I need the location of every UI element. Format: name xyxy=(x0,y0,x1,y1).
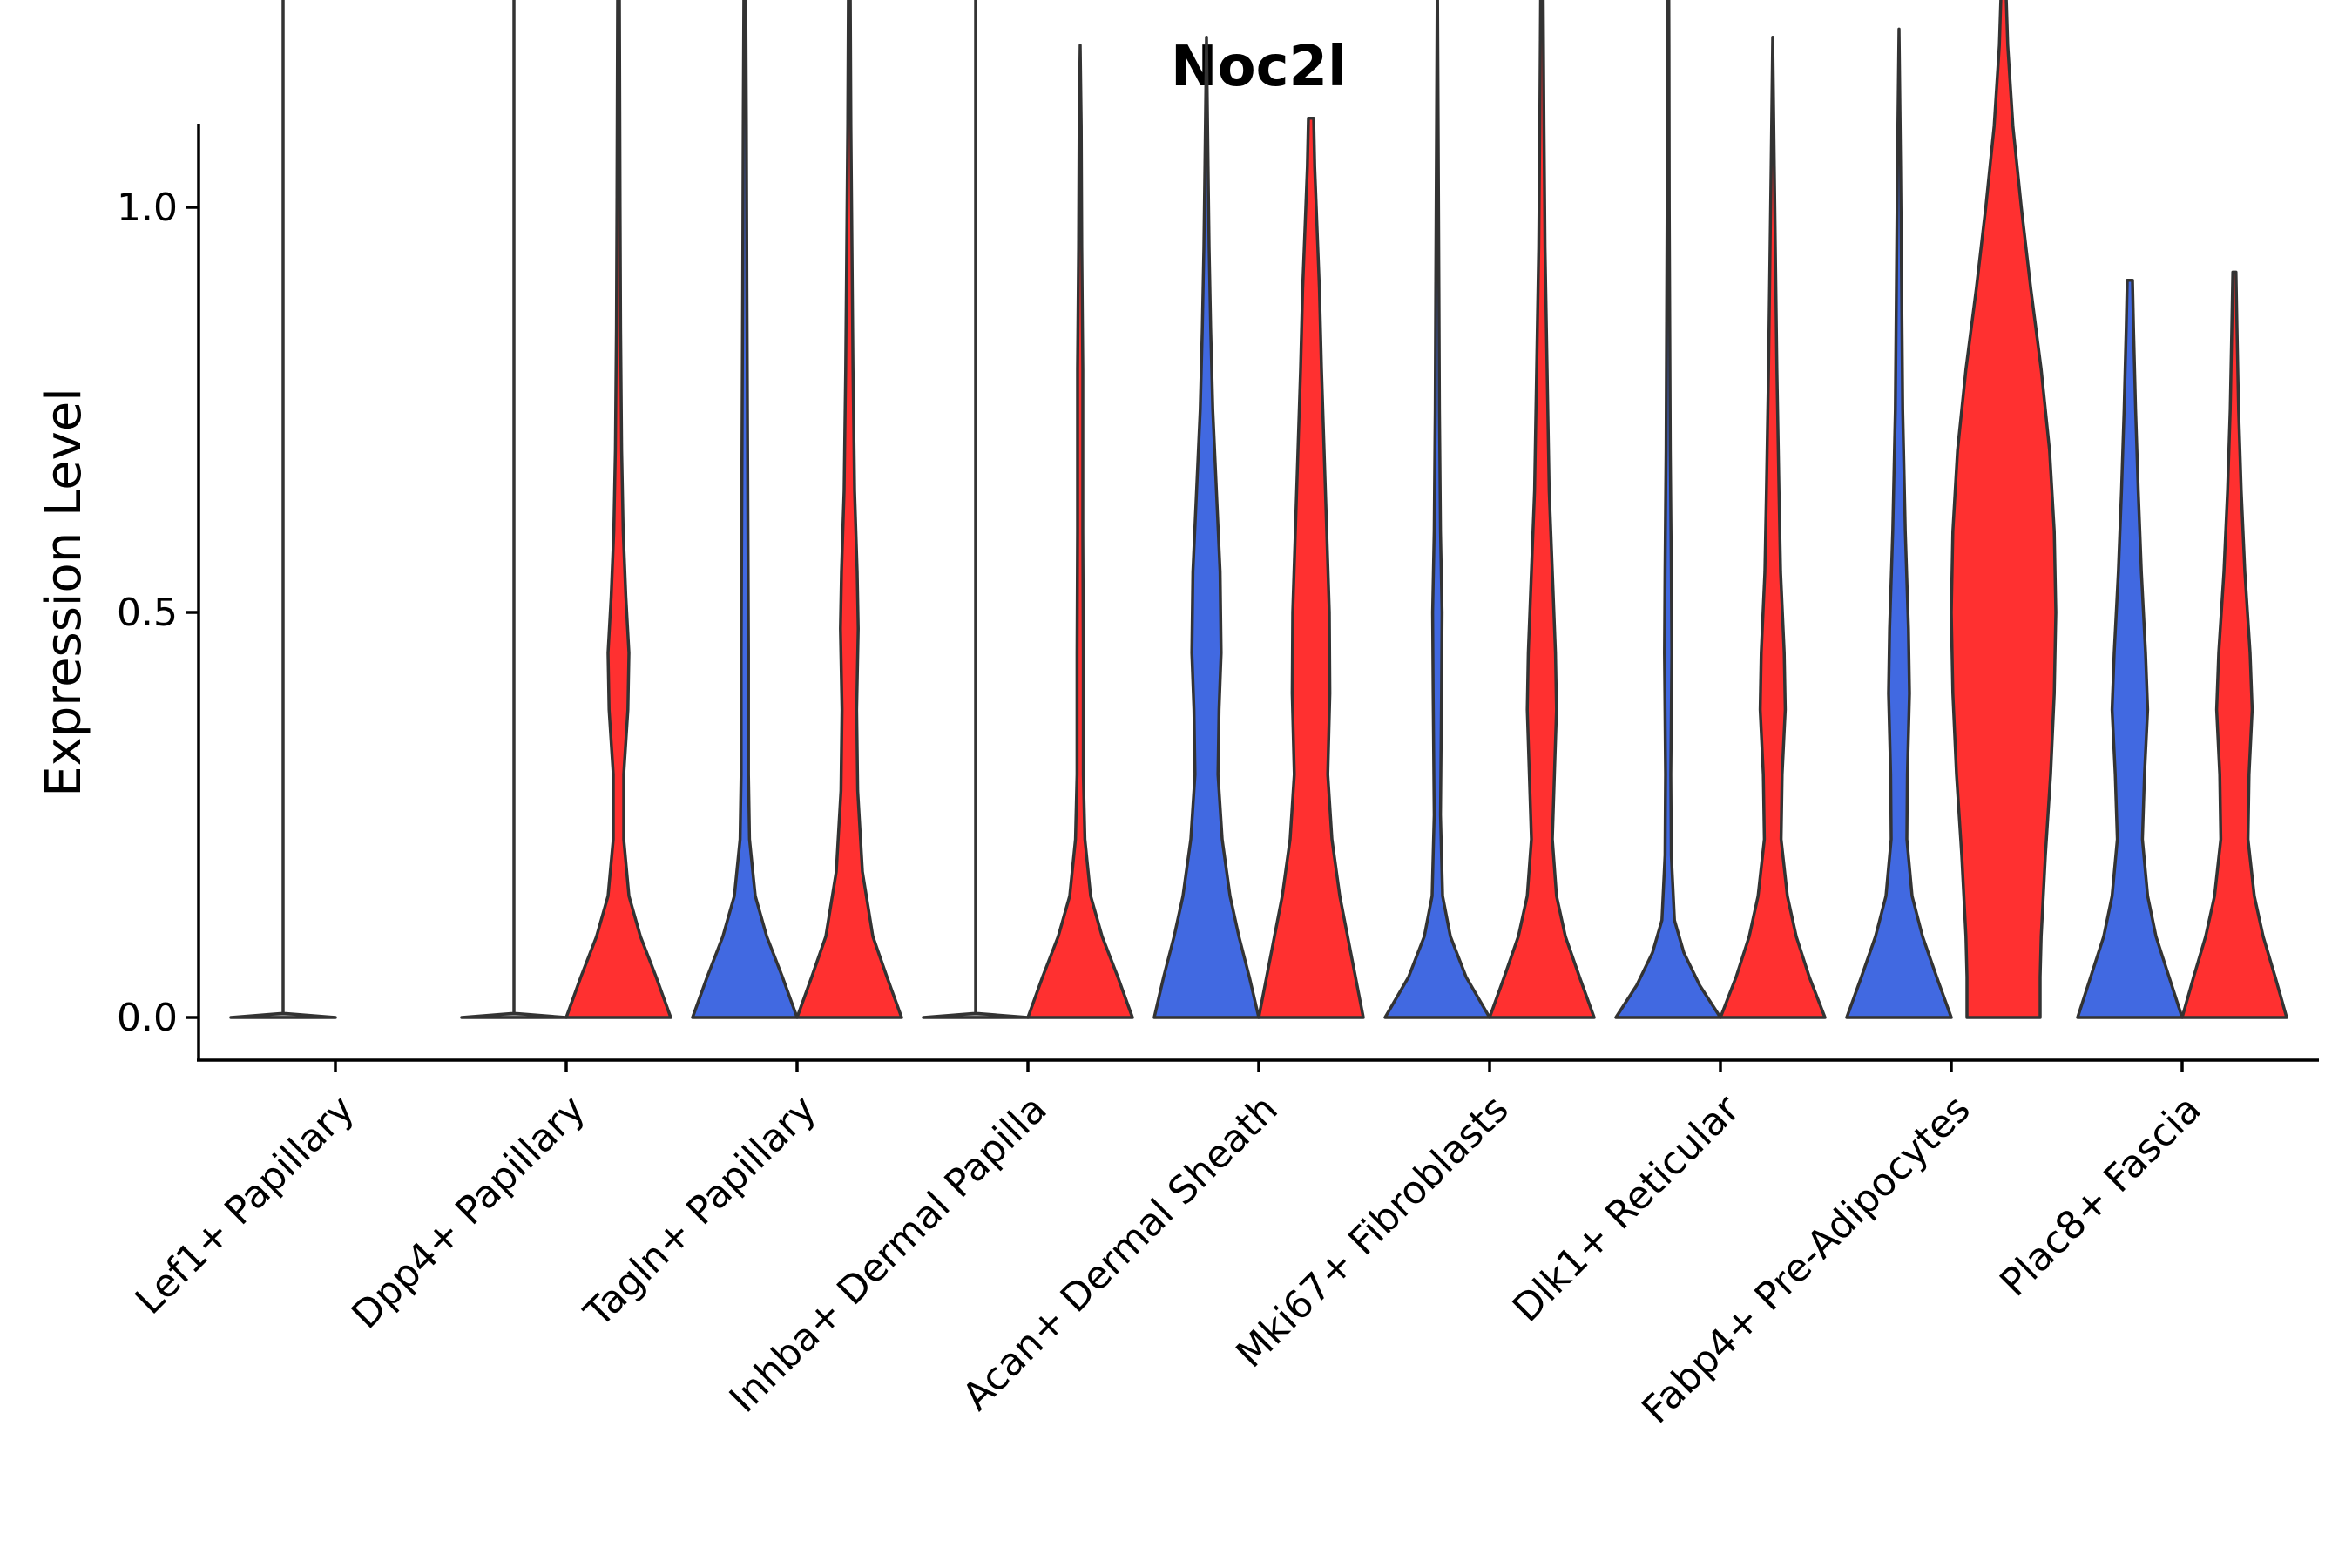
violin-group1 xyxy=(1845,27,1953,1019)
violin-group1 xyxy=(1383,0,1491,1019)
violin-group2 xyxy=(1488,0,1596,1019)
violin-group2 xyxy=(2180,270,2288,1019)
violin-group1 xyxy=(229,0,337,1019)
violins-layer xyxy=(229,0,2288,1019)
violin-group2 xyxy=(795,0,903,1019)
y-axis-ticks: 0.00.51.01.52.0 xyxy=(117,186,199,1040)
violin-group1 xyxy=(2076,278,2184,1019)
violin-group1 xyxy=(691,0,799,1019)
x-tick-label: Dpp4+ Papillary xyxy=(343,1087,594,1338)
violin-group1 xyxy=(1152,35,1260,1019)
x-tick-label: Tagln+ Papillary xyxy=(576,1087,825,1336)
violin-group2 xyxy=(564,0,672,1019)
violin-group1 xyxy=(460,0,568,1019)
y-axis-label: Expression Level xyxy=(36,388,92,797)
violin-group2 xyxy=(1950,0,2058,1019)
y-tick-label: 0.5 xyxy=(117,591,178,635)
x-tick-label: Dlk1+ Reticular xyxy=(1504,1086,1749,1331)
violin-group2 xyxy=(1026,44,1134,1019)
violin-group1 xyxy=(1614,0,1722,1019)
y-tick-label: 0.0 xyxy=(117,996,178,1040)
y-tick-label: 1.0 xyxy=(117,186,178,230)
violin-group1 xyxy=(922,0,1030,1019)
violin-group2 xyxy=(1257,116,1365,1019)
x-tick-label: Lef1+ Papillary xyxy=(127,1087,363,1323)
x-tick-label: Plac8+ Fascia xyxy=(1991,1087,2210,1306)
violin-group2 xyxy=(1719,35,1827,1019)
chart-title: Noc2l xyxy=(1171,35,1347,99)
